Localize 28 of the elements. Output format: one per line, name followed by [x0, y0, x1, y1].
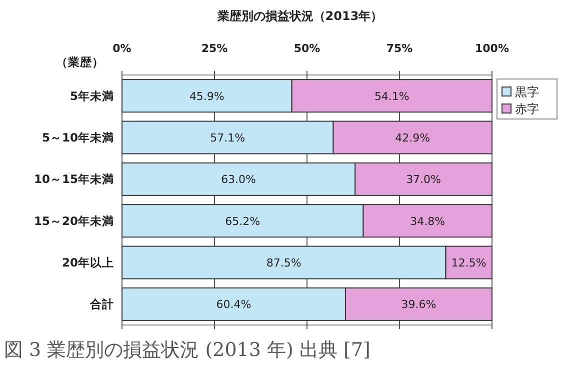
x-tick-label: 100% [475, 42, 509, 55]
data-label: 63.0% [221, 173, 256, 186]
chart-title: 業歴別の損益状況（2013年） [216, 9, 383, 23]
data-label: 65.2% [225, 214, 260, 228]
x-tick-label: 75% [386, 42, 413, 55]
x-tick-label: 25% [201, 42, 228, 55]
y-tick-label: 5年未満 [70, 88, 114, 103]
data-label: 34.8% [410, 214, 446, 228]
y-tick-label: 5～10年未満 [42, 130, 114, 144]
data-label: 60.4% [216, 298, 252, 312]
legend-label: 赤字 [515, 102, 539, 116]
y-tick-label: 合計 [89, 297, 114, 312]
data-label: 57.1% [210, 132, 246, 144]
y-tick-label: 20年以上 [62, 256, 114, 270]
legend-label: 黒字 [515, 85, 539, 99]
y-tick-label: 15～20年未満 [34, 214, 114, 228]
data-label: 87.5% [266, 256, 302, 270]
x-tick-label: 0% [112, 42, 132, 55]
data-label: 12.5% [451, 256, 486, 270]
data-label: 39.6% [401, 298, 436, 312]
caption: 図 3 業歴別の損益状況 (2013 年) 出典 [7] [4, 339, 370, 361]
y-tick-label: 10～15年未満 [34, 172, 114, 186]
data-label: 54.1% [374, 90, 410, 103]
data-label: 37.0% [406, 173, 442, 186]
data-label: 42.9% [395, 132, 430, 144]
x-tick-label: 50% [294, 42, 320, 55]
data-label: 45.9% [189, 90, 224, 103]
y-axis-title: （業歴） [56, 55, 104, 69]
